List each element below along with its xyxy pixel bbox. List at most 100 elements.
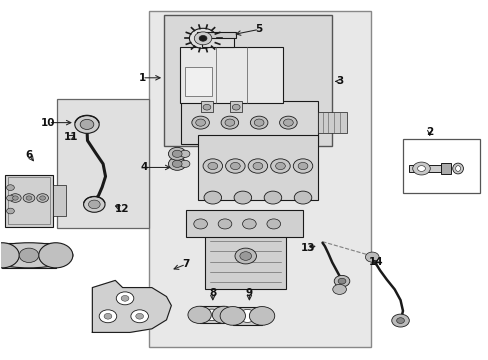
Bar xyxy=(57,99,149,228)
Bar xyxy=(7,177,50,225)
Circle shape xyxy=(252,162,262,170)
Circle shape xyxy=(80,120,94,130)
Circle shape xyxy=(218,219,231,229)
Circle shape xyxy=(180,160,189,167)
Circle shape xyxy=(6,185,14,190)
Circle shape xyxy=(275,162,285,170)
Ellipse shape xyxy=(452,163,463,174)
Circle shape xyxy=(168,157,185,170)
Bar xyxy=(317,112,346,134)
Circle shape xyxy=(207,162,217,170)
Text: 13: 13 xyxy=(300,243,314,253)
Text: 7: 7 xyxy=(182,259,189,269)
Text: 3: 3 xyxy=(335,76,343,86)
Circle shape xyxy=(168,147,185,160)
Circle shape xyxy=(242,219,256,229)
Circle shape xyxy=(232,104,240,110)
Circle shape xyxy=(99,310,117,323)
Bar xyxy=(149,12,370,347)
Circle shape xyxy=(0,243,19,268)
Text: 14: 14 xyxy=(368,257,383,267)
Bar xyxy=(408,165,443,172)
Circle shape xyxy=(6,208,14,214)
Bar xyxy=(230,101,242,112)
Circle shape xyxy=(199,36,206,41)
Circle shape xyxy=(6,195,14,201)
Circle shape xyxy=(333,275,349,287)
Circle shape xyxy=(279,116,297,129)
Circle shape xyxy=(238,310,256,322)
Circle shape xyxy=(254,119,264,126)
Circle shape xyxy=(365,252,378,262)
Circle shape xyxy=(193,219,207,229)
Circle shape xyxy=(121,296,129,301)
Circle shape xyxy=(40,196,45,200)
Bar xyxy=(232,307,262,325)
Circle shape xyxy=(9,194,21,202)
Text: 6: 6 xyxy=(25,150,33,160)
Circle shape xyxy=(417,166,425,171)
Circle shape xyxy=(293,159,312,173)
Circle shape xyxy=(230,162,240,170)
Circle shape xyxy=(396,318,404,323)
Circle shape xyxy=(332,284,346,294)
Bar xyxy=(185,211,303,237)
Bar xyxy=(205,234,285,289)
Circle shape xyxy=(189,28,216,48)
Polygon shape xyxy=(92,280,171,332)
Bar xyxy=(184,67,211,96)
Circle shape xyxy=(224,119,234,126)
Ellipse shape xyxy=(455,166,460,171)
Bar xyxy=(4,175,53,226)
Circle shape xyxy=(234,191,251,204)
Circle shape xyxy=(391,314,408,327)
Circle shape xyxy=(195,119,205,126)
Bar xyxy=(181,101,317,144)
Circle shape xyxy=(235,248,256,264)
Circle shape xyxy=(12,196,18,200)
Circle shape xyxy=(240,252,251,260)
Circle shape xyxy=(249,307,274,325)
Circle shape xyxy=(203,191,221,204)
Circle shape xyxy=(298,162,307,170)
Circle shape xyxy=(26,196,32,200)
Bar xyxy=(180,47,282,103)
Circle shape xyxy=(412,162,429,175)
Bar xyxy=(2,243,56,268)
Circle shape xyxy=(116,292,134,305)
Text: 8: 8 xyxy=(209,288,216,298)
Text: 10: 10 xyxy=(41,118,56,128)
Circle shape xyxy=(225,159,244,173)
Circle shape xyxy=(172,150,182,157)
Circle shape xyxy=(39,243,73,268)
Circle shape xyxy=(187,306,211,323)
Text: 11: 11 xyxy=(64,132,79,142)
Circle shape xyxy=(75,116,99,134)
Circle shape xyxy=(191,116,209,129)
Circle shape xyxy=(337,278,345,284)
Circle shape xyxy=(136,314,143,319)
Bar xyxy=(199,306,224,323)
Text: 5: 5 xyxy=(255,24,262,35)
Text: 12: 12 xyxy=(114,204,129,214)
Circle shape xyxy=(19,248,39,262)
Circle shape xyxy=(180,150,189,157)
Circle shape xyxy=(264,191,281,204)
Circle shape xyxy=(203,159,222,173)
Text: 4: 4 xyxy=(141,162,148,172)
Bar xyxy=(440,163,450,174)
Circle shape xyxy=(104,314,112,319)
Circle shape xyxy=(194,32,211,45)
Circle shape xyxy=(83,197,105,212)
Circle shape xyxy=(37,194,48,202)
Text: 2: 2 xyxy=(426,127,432,136)
Circle shape xyxy=(203,309,219,320)
Bar xyxy=(402,139,479,193)
Circle shape xyxy=(221,116,238,129)
Text: 9: 9 xyxy=(245,288,252,298)
Bar xyxy=(201,101,212,112)
Circle shape xyxy=(172,160,182,167)
Circle shape xyxy=(250,116,267,129)
Ellipse shape xyxy=(0,243,73,268)
Circle shape xyxy=(212,306,235,323)
